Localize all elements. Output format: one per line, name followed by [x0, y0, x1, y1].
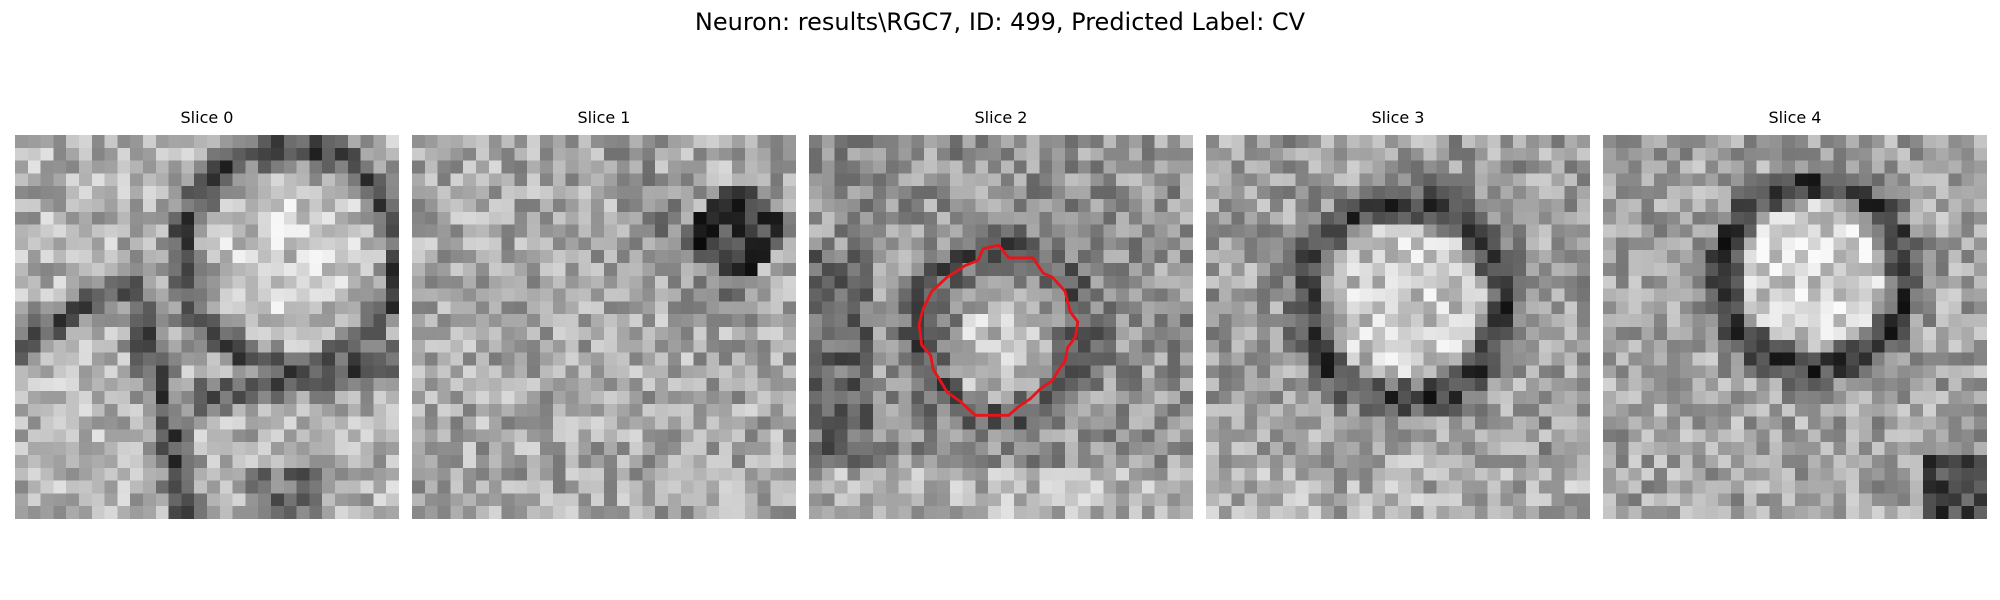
slice-title-2: Slice 2 [974, 108, 1028, 127]
slice-image-4 [1603, 135, 1987, 519]
slice-image-1 [412, 135, 796, 519]
slice-image-0 [15, 135, 399, 519]
slice-panel-1: Slice 1 [412, 108, 796, 519]
figure-title: Neuron: results\RGC7, ID: 499, Predicted… [694, 8, 1306, 36]
slice-image-3 [1206, 135, 1590, 519]
slice-panel-2: Slice 2 [809, 108, 1193, 519]
slice-title-1: Slice 1 [577, 108, 631, 127]
slice-title-4: Slice 4 [1768, 108, 1822, 127]
slice-title-0: Slice 0 [180, 108, 234, 127]
slice-title-3: Slice 3 [1371, 108, 1425, 127]
slice-panel-0: Slice 0 [15, 108, 399, 519]
segmentation-contour [917, 243, 1080, 417]
slice-image-2 [809, 135, 1193, 519]
slice-panel-3: Slice 3 [1206, 108, 1590, 519]
slice-panel-4: Slice 4 [1603, 108, 1987, 519]
